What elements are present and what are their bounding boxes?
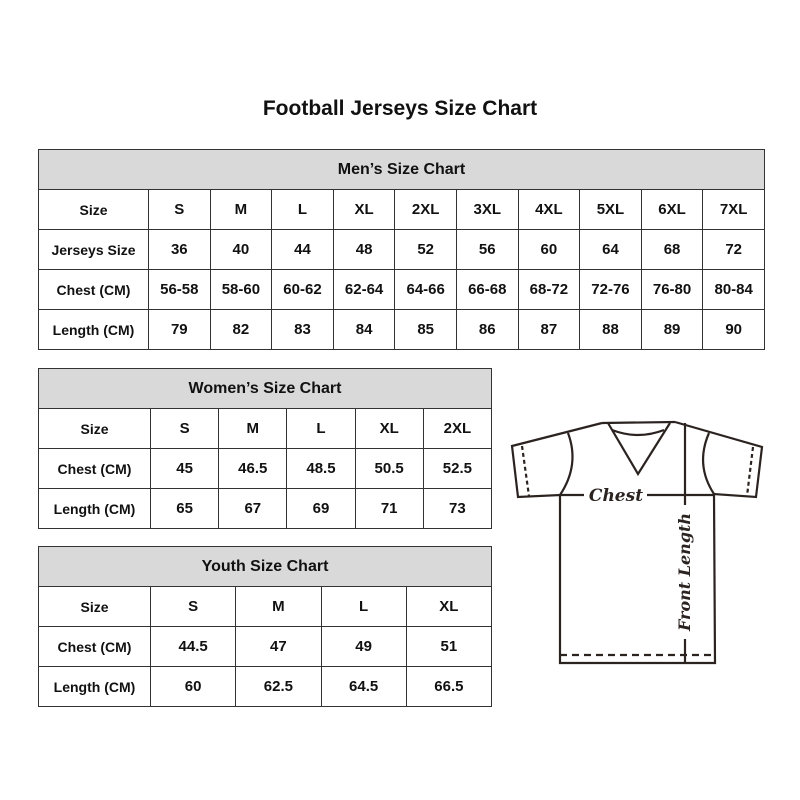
- mens-size-table: Men’s Size Chart Size S M L XL 2XL 3XL 4XL 5XL 6XL…: [38, 149, 765, 350]
- row-label: Size: [38, 408, 151, 449]
- table-cell: S: [149, 408, 220, 449]
- table-row: Chest (CM) 44.5 47 49 51: [38, 626, 493, 667]
- womens-size-table: Women’s Size Chart Size S M L XL 2XL Chest (CM)…: [38, 368, 493, 529]
- table-cell: 52: [394, 229, 457, 270]
- table-cell: 86: [455, 309, 519, 350]
- table-cell: 58-60: [209, 269, 273, 310]
- table-cell: 46.5: [218, 448, 288, 489]
- table-cell: 2XL: [394, 189, 457, 230]
- table-cell: 36: [148, 229, 211, 270]
- table-cell: 64-66: [394, 269, 457, 310]
- row-label: Size: [38, 586, 151, 627]
- table-cell: 62-64: [332, 269, 396, 310]
- table-cell: 64: [579, 229, 642, 270]
- table-cell: L: [320, 586, 407, 627]
- row-label: Chest (CM): [38, 269, 149, 310]
- table-cell: 79: [148, 309, 211, 350]
- table-cell: 85: [394, 309, 457, 350]
- table-cell: 44.5: [149, 626, 237, 667]
- table-cell: M: [218, 408, 288, 449]
- table-row: Length (CM) 60 62.5 64.5 66.5: [38, 666, 493, 707]
- table-cell: 50.5: [354, 448, 424, 489]
- table-cell: 84: [332, 309, 396, 350]
- table-cell: 44: [271, 229, 334, 270]
- table-cell: 48: [332, 229, 396, 270]
- table-cell: 76-80: [640, 269, 704, 310]
- table-cell: 88: [579, 309, 642, 350]
- table-cell: 56-58: [148, 269, 211, 310]
- table-cell: 67: [218, 488, 288, 529]
- row-label: Size: [38, 189, 149, 230]
- table-row: Chest (CM) 45 46.5 48.5 50.5 52.5: [38, 448, 493, 489]
- table-cell: M: [209, 189, 273, 230]
- table-cell: 73: [422, 488, 493, 529]
- table-cell: 56: [455, 229, 519, 270]
- table-cell: 87: [517, 309, 581, 350]
- table-cell: 3XL: [455, 189, 519, 230]
- table-cell: 80-84: [702, 269, 765, 310]
- front-length-label: Front Length: [675, 513, 694, 632]
- table-cell: 83: [271, 309, 334, 350]
- table-cell: XL: [354, 408, 424, 449]
- table-cell: 82: [209, 309, 273, 350]
- row-label: Length (CM): [38, 666, 151, 707]
- table-cell: 48.5: [286, 448, 356, 489]
- table-row: Chest (CM) 56-58 58-60 60-62 62-64 64-66 66-68…: [38, 269, 765, 310]
- table-cell: XL: [332, 189, 396, 230]
- table-row: Size S M L XL: [38, 586, 493, 627]
- table-cell: 60: [517, 229, 581, 270]
- table-cell: XL: [405, 586, 493, 627]
- row-label: Length (CM): [38, 488, 151, 529]
- table-cell: 4XL: [517, 189, 581, 230]
- row-label: Jerseys Size: [38, 229, 149, 270]
- table-cell: 2XL: [422, 408, 493, 449]
- table-row: Jerseys Size 36 40 44 48 52 56 60 64 68 72: [38, 229, 765, 270]
- jersey-outline: [510, 420, 764, 665]
- table-cell: 90: [702, 309, 765, 350]
- table-heading: Men’s Size Chart: [38, 149, 765, 190]
- table-cell: 66.5: [405, 666, 493, 707]
- table-cell: 65: [149, 488, 220, 529]
- table-cell: 7XL: [702, 189, 765, 230]
- table-cell: L: [286, 408, 356, 449]
- table-cell: L: [271, 189, 334, 230]
- page-title: Football Jerseys Size Chart: [262, 97, 538, 120]
- table-cell: 68-72: [517, 269, 581, 310]
- table-row: Size S M L XL 2XL: [38, 408, 493, 449]
- table-cell: 52.5: [422, 448, 493, 489]
- table-cell: 60: [149, 666, 237, 707]
- table-cell: S: [149, 586, 237, 627]
- table-cell: 66-68: [455, 269, 519, 310]
- chest-label: Chest: [589, 486, 643, 506]
- table-cell: 71: [354, 488, 424, 529]
- table-cell: S: [148, 189, 211, 230]
- table-heading: Youth Size Chart: [38, 546, 492, 587]
- table-cell: 72: [702, 229, 765, 270]
- table-row: Length (CM) 79 82 83 84 85 86 87 88 89 90: [38, 309, 765, 350]
- table-cell: 62.5: [235, 666, 322, 707]
- youth-size-table: Youth Size Chart Size S M L XL Chest (CM) 44.5 4…: [38, 546, 493, 707]
- table-cell: 69: [286, 488, 356, 529]
- table-cell: 68: [640, 229, 704, 270]
- table-row: Size S M L XL 2XL 3XL 4XL 5XL 6XL 7XL: [38, 189, 765, 230]
- table-cell: 51: [405, 626, 493, 667]
- row-label: Length (CM): [38, 309, 149, 350]
- row-label: Chest (CM): [38, 448, 151, 489]
- table-cell: 60-62: [271, 269, 334, 310]
- table-cell: 47: [235, 626, 322, 667]
- table-cell: 89: [640, 309, 704, 350]
- table-cell: 49: [320, 626, 407, 667]
- table-cell: 72-76: [579, 269, 642, 310]
- table-cell: 5XL: [579, 189, 642, 230]
- table-cell: 6XL: [640, 189, 704, 230]
- table-heading: Women’s Size Chart: [38, 368, 492, 409]
- table-cell: M: [235, 586, 322, 627]
- row-label: Chest (CM): [38, 626, 151, 667]
- table-cell: 45: [149, 448, 220, 489]
- table-row: Length (CM) 65 67 69 71 73: [38, 488, 493, 529]
- table-cell: 64.5: [320, 666, 407, 707]
- table-cell: 40: [209, 229, 273, 270]
